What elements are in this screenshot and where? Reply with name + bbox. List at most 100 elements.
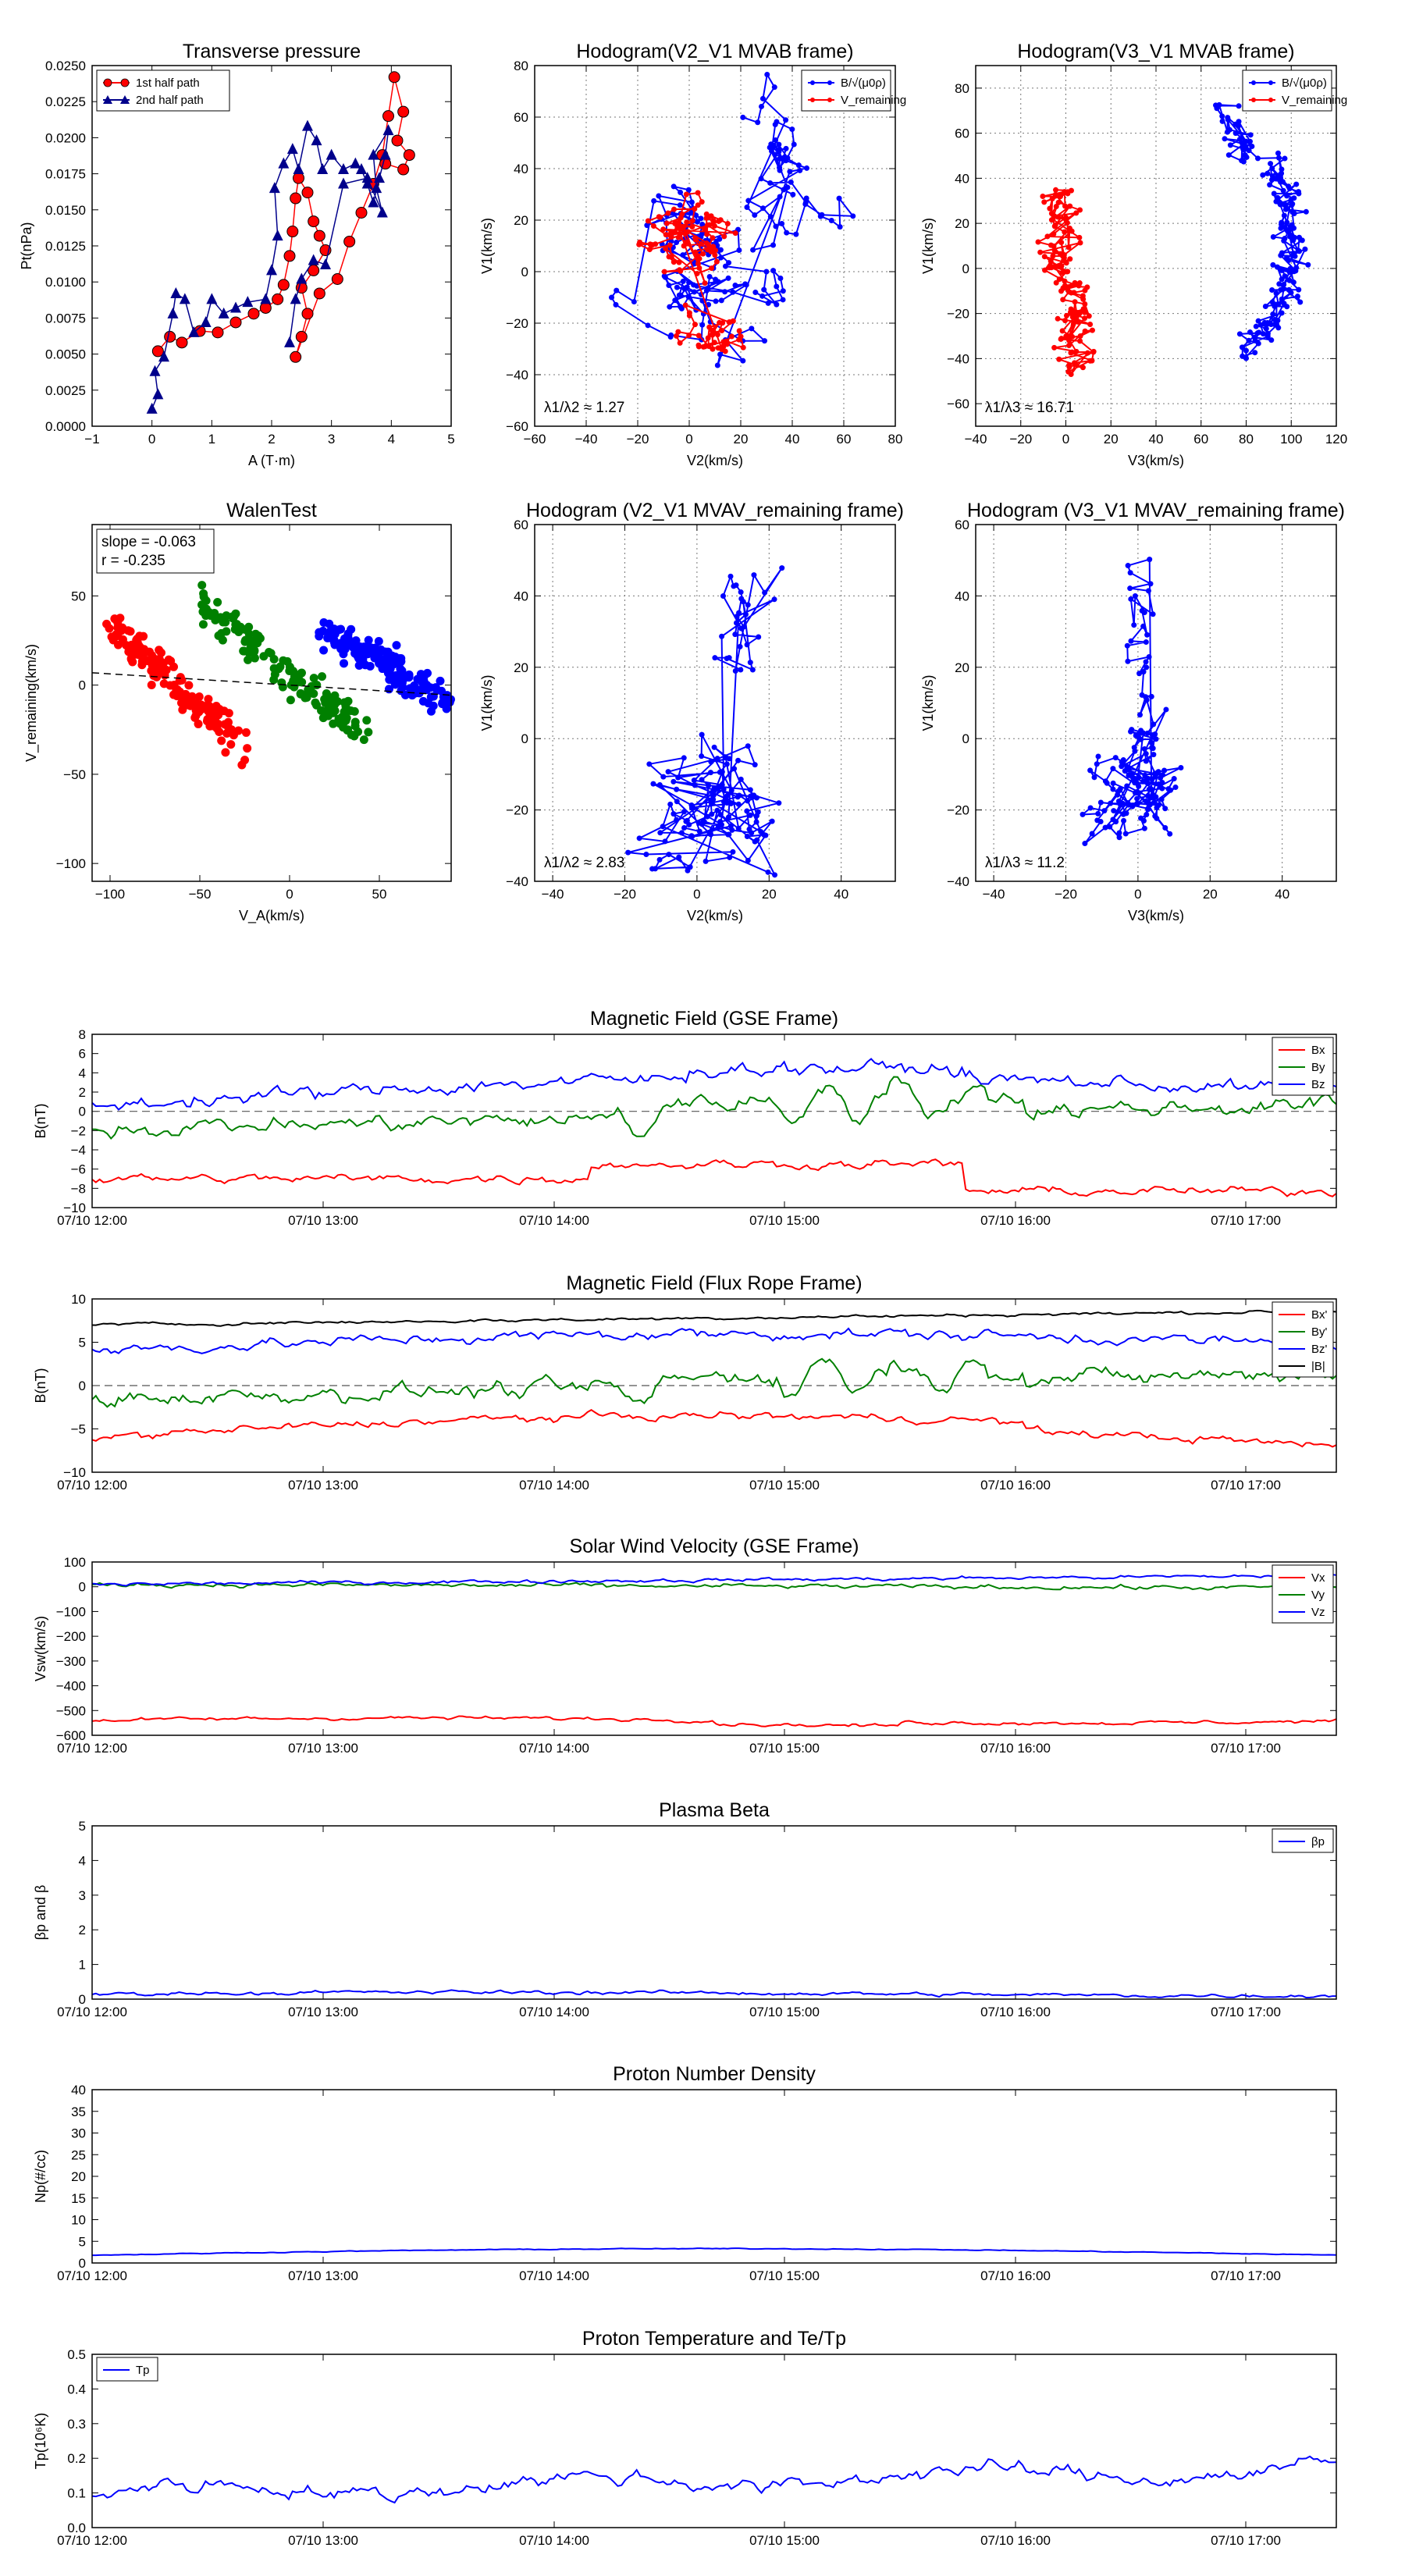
data-point (1225, 129, 1231, 135)
data-point (1272, 317, 1279, 323)
data-point (1286, 277, 1293, 283)
data-point (706, 222, 713, 228)
legend-label: By (1311, 1061, 1325, 1074)
data-point (1134, 788, 1140, 795)
axes-frame (534, 524, 896, 882)
data-point (400, 690, 410, 699)
y-tick-label: 15 (71, 2191, 86, 2206)
data-point (194, 692, 204, 701)
data-point (1129, 770, 1136, 777)
data-point (651, 197, 657, 204)
x-axis-label: V3(km/s) (1128, 453, 1184, 468)
data-point (1082, 301, 1088, 307)
data-point (1133, 732, 1139, 738)
data-point (750, 247, 756, 253)
y-tick-label: 4 (79, 1853, 86, 1868)
data-point (681, 824, 688, 831)
axes-frame (91, 65, 452, 427)
data-point (694, 219, 700, 225)
chart-title: Hodogram (V3_V1 MVAV_remaining frame) (967, 500, 1345, 521)
data-point (355, 206, 368, 219)
x-tick-label: 07/10 13:00 (288, 1478, 358, 1493)
x-tick-label: −40 (965, 432, 987, 447)
data-point (286, 226, 299, 238)
data-point (676, 854, 682, 860)
data-point (666, 283, 672, 289)
legend-marker (103, 78, 112, 87)
data-point (1072, 361, 1079, 367)
data-point (1286, 227, 1292, 233)
data-point (686, 312, 692, 318)
data-point (1148, 776, 1154, 782)
data-point (836, 195, 842, 201)
data-point (644, 222, 650, 229)
data-point (1048, 211, 1055, 217)
data-point (1241, 147, 1247, 153)
x-tick-label: 07/10 16:00 (980, 1213, 1051, 1228)
legend-label: B/√(μ0ρ) (1282, 76, 1327, 90)
x-tick-label: 07/10 13:00 (288, 2005, 358, 2019)
x-tick-label: 60 (837, 432, 852, 447)
data-point (222, 627, 231, 636)
data-point (773, 223, 779, 229)
data-point (250, 653, 259, 663)
data-point (718, 254, 724, 261)
data-point (1279, 219, 1285, 226)
x-tick-label: 0 (685, 432, 692, 447)
x-tick-label: 100 (1280, 432, 1302, 447)
data-point (1080, 308, 1087, 314)
data-point (708, 759, 714, 765)
data-point (715, 279, 721, 285)
y-tick-label: −20 (947, 307, 969, 322)
legend-label: By' (1311, 1325, 1328, 1339)
y-tick-label: 0 (962, 262, 969, 276)
data-point (1077, 240, 1083, 246)
data-point (687, 864, 693, 870)
data-point (1066, 337, 1072, 343)
data-point (724, 793, 731, 799)
y-tick-label: 60 (955, 518, 969, 532)
x-tick-label: 60 (1193, 432, 1208, 447)
data-point (609, 294, 615, 301)
data-point (361, 172, 373, 183)
data-point (259, 652, 269, 661)
data-point (1294, 294, 1300, 300)
data-point (1082, 841, 1088, 847)
y-tick-label: 0.0125 (45, 239, 86, 254)
data-point (711, 744, 717, 750)
y-tick-label: 0 (79, 678, 86, 693)
x-axis-label: V3(km/s) (1128, 908, 1184, 923)
data-point (772, 122, 778, 128)
x-tick-label: 07/10 13:00 (288, 2533, 358, 2548)
x-axis-label: A (T·m) (248, 453, 295, 468)
y-tick-label: 5 (79, 1336, 86, 1350)
data-point (1159, 779, 1165, 785)
data-point (329, 719, 338, 728)
data-point (1145, 588, 1151, 594)
data-point (1279, 179, 1286, 185)
data-point (1260, 331, 1266, 337)
y-axis-label: V_remaining(km/s) (23, 644, 40, 762)
data-point (754, 837, 760, 843)
data-point (720, 786, 727, 792)
data-point (241, 728, 251, 737)
data-point (699, 322, 706, 328)
data-point (217, 736, 226, 745)
data-point (744, 642, 750, 648)
data-point (740, 599, 746, 605)
data-point (742, 611, 749, 617)
data-point (684, 817, 690, 824)
data-point (783, 117, 789, 123)
data-point (260, 293, 272, 304)
series-line (91, 1309, 1337, 1327)
data-point (656, 214, 662, 220)
data-point (1052, 191, 1058, 197)
y-tick-label: 0.0150 (45, 203, 86, 218)
data-point (1076, 310, 1083, 316)
data-point (614, 287, 620, 294)
y-tick-label: 20 (955, 660, 969, 675)
y-tick-label: 100 (64, 1555, 86, 1570)
chart-panel-4: Hodogram (V2_V1 MVAV_remaining frame) −40… (479, 500, 904, 923)
y-axis-label: βp and β (33, 1885, 48, 1941)
